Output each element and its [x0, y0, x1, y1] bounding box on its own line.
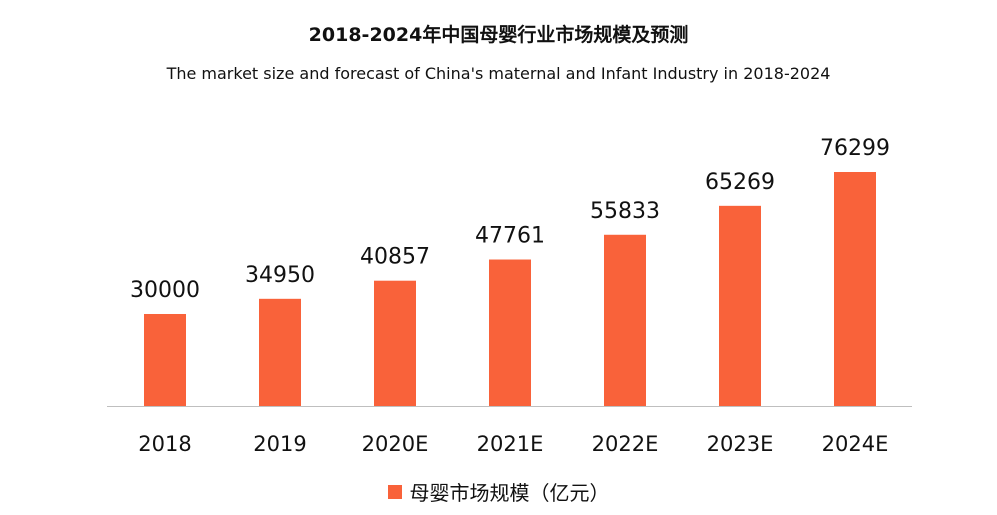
data-label-2022E: 55833: [590, 199, 660, 224]
x-tick-label-2019: 2019: [253, 432, 306, 456]
legend: 母婴市场规模（亿元）: [0, 477, 997, 506]
x-tick-label-2023E: 2023E: [707, 432, 774, 456]
x-tick-label-2022E: 2022E: [592, 432, 659, 456]
x-tick-label-2021E: 2021E: [477, 432, 544, 456]
chart-subtitle: The market size and forecast of China's …: [166, 64, 831, 83]
x-tick-label-2018: 2018: [138, 432, 191, 456]
data-label-2019: 34950: [245, 263, 315, 288]
bar-2023E: [719, 205, 761, 406]
legend-label: 母婴市场规模（亿元）: [409, 481, 610, 505]
data-label-2018: 30000: [130, 278, 200, 303]
x-tick-label-2024E: 2024E: [822, 432, 889, 456]
legend-swatch: [387, 484, 402, 499]
bar-2024E: [834, 172, 876, 406]
bar-2022E: [604, 234, 646, 406]
data-label-2023E: 65269: [705, 170, 775, 195]
bar-2021E: [489, 259, 531, 406]
bar-2018: [144, 313, 186, 406]
bar-2019: [259, 298, 301, 406]
data-label-2024E: 76299: [820, 136, 890, 161]
x-tick-label-2020E: 2020E: [362, 432, 429, 456]
bar-2020E: [374, 280, 416, 406]
data-label-2021E: 47761: [475, 224, 545, 249]
data-label-2020E: 40857: [360, 245, 430, 270]
chart-title: 2018-2024年中国母婴行业市场规模及预测: [308, 24, 689, 46]
